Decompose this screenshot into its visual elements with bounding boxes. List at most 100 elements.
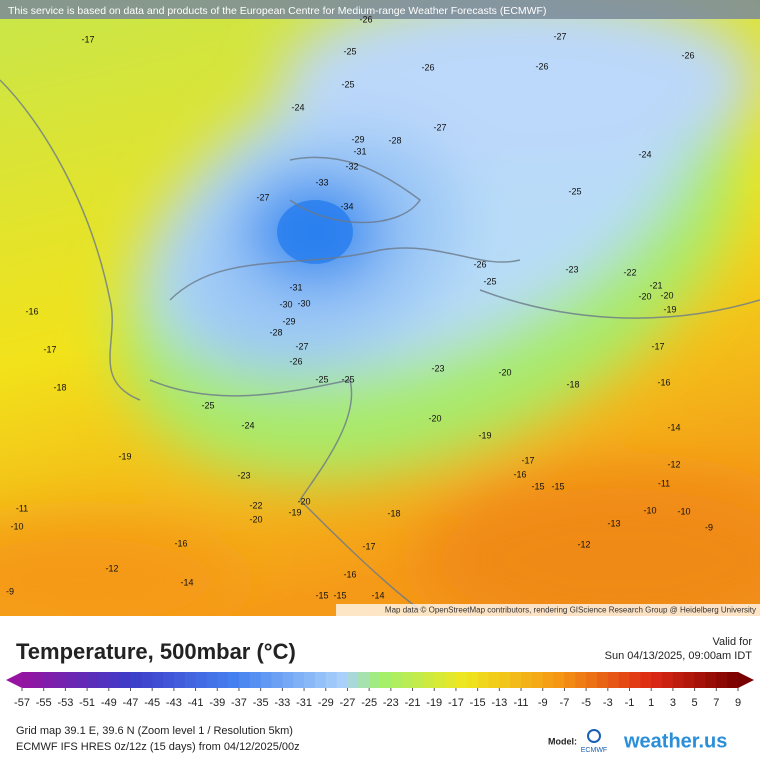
contour-label: -16: [343, 569, 356, 579]
contour-label: -24: [638, 149, 651, 159]
scale-swatch: [228, 672, 240, 688]
contour-label: -17: [651, 341, 664, 351]
contour-label: -30: [279, 299, 292, 309]
contour-label: -10: [10, 521, 23, 531]
contour-label: -26: [473, 259, 486, 269]
map: This service is based on data and produc…: [0, 0, 760, 616]
scale-swatch: [477, 672, 489, 688]
contour-label: -26: [289, 356, 302, 366]
scale-tick-label: -25: [361, 697, 377, 709]
brand[interactable]: weather.us: [623, 730, 727, 752]
scale-swatch: [716, 672, 728, 688]
contour-label: -22: [623, 267, 636, 277]
contour-label: -16: [25, 306, 38, 316]
scale-tick-label: 7: [713, 697, 719, 709]
scale-tick-label: -15: [470, 697, 486, 709]
contour-label: -31: [289, 282, 302, 292]
contour-label: -24: [241, 420, 254, 430]
scale-swatch: [423, 672, 435, 688]
contour-label: -26: [535, 61, 548, 71]
scale-swatch: [466, 672, 479, 688]
contour-label: -33: [315, 177, 328, 187]
scale-swatch: [325, 672, 338, 688]
contour-label: -21: [649, 280, 662, 290]
scale-tick-label: -9: [538, 697, 548, 709]
scale-tick-label: -5: [581, 697, 591, 709]
scale-swatch: [54, 672, 66, 688]
scale-swatch: [358, 672, 370, 688]
scale-swatch: [249, 672, 262, 688]
scale-swatch: [672, 672, 685, 688]
scale-swatch: [130, 672, 142, 688]
scale-swatch: [163, 672, 175, 688]
scale-swatch: [705, 672, 717, 688]
color-scale: -57 -55 -53 -51 -49 -47 -45 -43 -41 -39 -37 -35 -33-…: [6, 672, 754, 709]
valid-label: Valid for: [712, 636, 752, 648]
contour-label: -16: [174, 538, 187, 548]
contour-label: -25: [568, 186, 581, 196]
contour-label: -18: [566, 379, 579, 389]
scale-tick-label: -47: [123, 697, 139, 709]
scale-swatch: [293, 672, 305, 688]
contour-label: -28: [269, 327, 282, 337]
scale-swatch: [575, 672, 587, 688]
contour-label: -25: [483, 276, 496, 286]
scale-tick-label: -13: [491, 697, 507, 709]
contour-label: -16: [657, 377, 670, 387]
contour-label: -29: [282, 316, 295, 326]
model-label: Model:: [548, 736, 577, 746]
scale-swatch: [336, 672, 348, 688]
contour-label: -23: [237, 470, 250, 480]
scale-arrow-right: [738, 672, 754, 688]
contour-label: -23: [431, 363, 444, 373]
scale-swatch: [314, 672, 327, 688]
scale-tick-label: -31: [296, 697, 312, 709]
scale-tick-label: -43: [166, 697, 182, 709]
contour-label: -17: [521, 455, 534, 465]
scale-swatch: [455, 672, 468, 688]
contour-label: -27: [256, 192, 269, 202]
contour-label: -25: [341, 374, 354, 384]
scale-swatch: [141, 672, 153, 688]
contour-label: -26: [359, 14, 372, 24]
scale-swatch: [531, 672, 544, 688]
contour-label: -34: [340, 201, 353, 211]
contour-labels: -26-27-17-25 -26-26 -26-25-24-27-29 -28-31-…: [6, 14, 713, 600]
scale-swatch: [727, 672, 739, 688]
scale-swatch: [521, 672, 533, 688]
contour-label: -20: [498, 367, 511, 377]
contour-label: -20: [660, 290, 673, 300]
scale-swatch: [586, 672, 598, 688]
scale-swatch: [694, 672, 706, 688]
contour-label: -19: [478, 430, 491, 440]
attribution: This service is based on data and produc…: [8, 5, 546, 17]
scale-swatch: [369, 672, 381, 688]
scale-swatch: [97, 672, 110, 688]
valid-time: Sun 04/13/2025, 09:00am IDT: [605, 650, 753, 662]
scale-swatch: [607, 672, 620, 688]
contour-label: -30: [297, 298, 310, 308]
scale-swatch: [412, 672, 424, 688]
contour-label: -12: [667, 459, 680, 469]
contour-label: -29: [351, 134, 364, 144]
contour-label: -19: [118, 451, 131, 461]
scale-tick-label: -21: [405, 697, 421, 709]
contour-label: -9: [6, 586, 14, 596]
contour-label: -31: [353, 146, 366, 156]
scale-swatch: [347, 672, 359, 688]
contour-label: -15: [531, 481, 544, 491]
scale-tick-label: -51: [79, 697, 95, 709]
contour-label: -19: [663, 304, 676, 314]
contour-label: -15: [315, 590, 328, 600]
scale-swatch: [390, 672, 403, 688]
scale-swatch: [108, 672, 121, 688]
scale-tick-label: -3: [603, 697, 613, 709]
contour-label: -9: [705, 522, 713, 532]
scale-swatch: [65, 672, 77, 688]
contour-label: -12: [105, 563, 118, 573]
scale-tick-label: -35: [253, 697, 269, 709]
scale-tick-label: -45: [144, 697, 160, 709]
scale-swatch: [238, 672, 251, 688]
